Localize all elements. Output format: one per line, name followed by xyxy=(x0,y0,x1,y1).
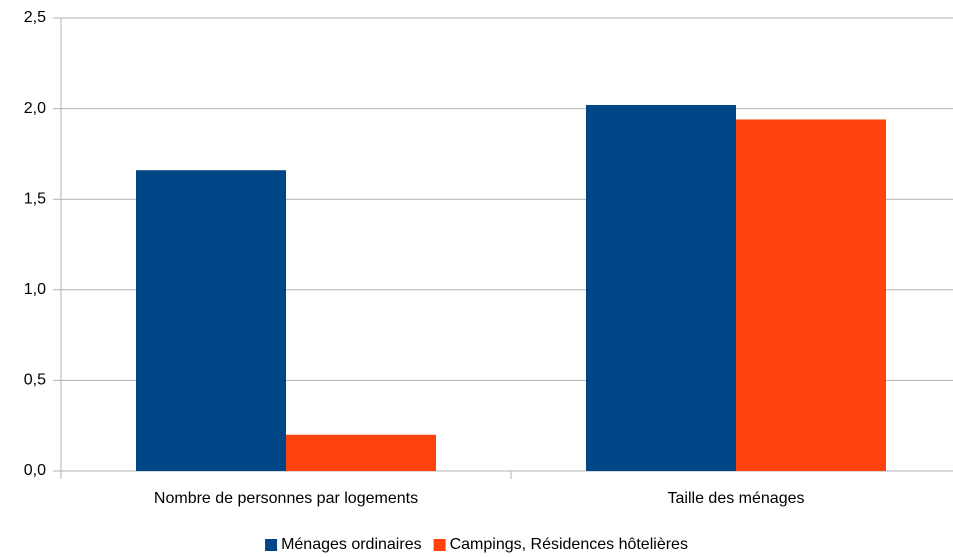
legend-swatch xyxy=(433,539,446,551)
legend-label: Campings, Résidences hôtelières xyxy=(450,536,688,553)
legend-label: Ménages ordinaires xyxy=(281,536,422,553)
bar xyxy=(136,170,286,471)
bar xyxy=(286,434,436,471)
x-tick-label: Taille des ménages xyxy=(668,490,805,507)
y-tick-label: 1,5 xyxy=(24,190,46,207)
y-tick-label: 0,0 xyxy=(24,462,46,479)
x-tick-label: Nombre de personnes par logements xyxy=(154,490,418,507)
y-tick-label: 2,5 xyxy=(24,9,46,26)
y-tick-label: 2,0 xyxy=(24,100,46,117)
legend-swatch xyxy=(265,539,278,551)
y-tick-label: 0,5 xyxy=(24,372,46,389)
bar xyxy=(586,104,736,471)
bar xyxy=(736,119,886,472)
y-tick-label: 1,0 xyxy=(24,281,46,298)
